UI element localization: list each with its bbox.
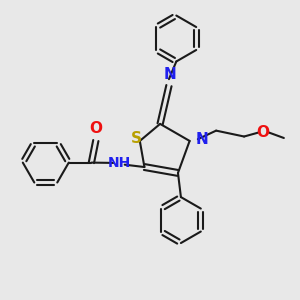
Text: N: N bbox=[196, 132, 209, 147]
Text: S: S bbox=[131, 131, 142, 146]
Text: O: O bbox=[89, 121, 102, 136]
Text: O: O bbox=[257, 124, 270, 140]
Text: N: N bbox=[164, 67, 177, 82]
Text: NH: NH bbox=[108, 156, 131, 170]
